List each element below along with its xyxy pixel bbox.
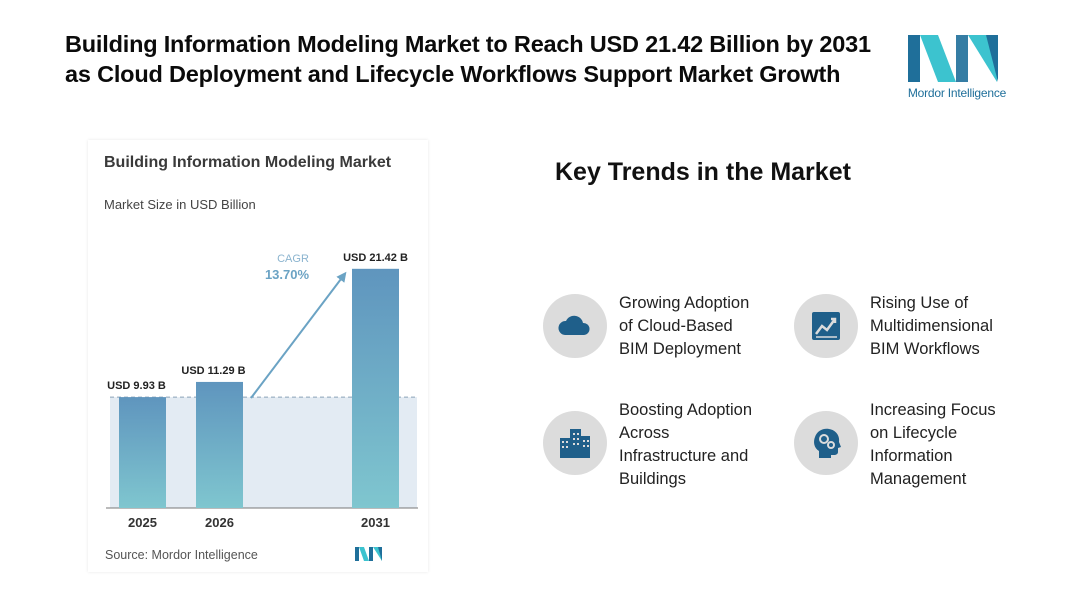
trend-text-3: Boosting Adoption Across Infrastructure … — [619, 399, 779, 491]
trend-line: Information — [870, 447, 953, 465]
logo-wordmark: Mordor Intelligence — [907, 86, 1007, 100]
tick-label-2025: 2025 — [128, 515, 157, 530]
chart-title: Building Information Modeling Market — [104, 154, 392, 171]
trend-line: Management — [870, 470, 967, 488]
bar-2025 — [119, 397, 166, 508]
trend-line: on Lifecycle — [870, 424, 958, 442]
cagr-label: CAGR — [277, 253, 309, 265]
trend-line: Infrastructure and — [619, 447, 749, 465]
key-trends-title: Key Trends in the Market — [555, 158, 851, 186]
trend-line: Rising Use of — [870, 294, 969, 312]
trend-line: Growing Adoption — [619, 294, 750, 312]
trend-text-1: Growing Adoption of Cloud-Based BIM Depl… — [619, 292, 779, 361]
line-chart-icon — [794, 294, 858, 358]
value-label-2026: USD 11.29 B — [181, 365, 245, 377]
mordor-logo-icon — [908, 35, 998, 82]
trend-line: Boosting Adoption — [619, 401, 753, 419]
cloud-icon — [543, 294, 607, 358]
trend-line: BIM Deployment — [619, 340, 741, 358]
trend-line: BIM Workflows — [870, 340, 980, 358]
value-label-2025: USD 9.93 B — [107, 380, 166, 392]
buildings-icon — [543, 411, 607, 475]
cagr-arrow — [250, 271, 347, 399]
tick-label-2026: 2026 — [205, 515, 234, 530]
chart-source: Source: Mordor Intelligence — [105, 548, 258, 562]
trend-line: Multidimensional — [870, 317, 993, 335]
chart-subtitle: Market Size in USD Billion — [104, 197, 256, 212]
bar-2026 — [196, 381, 243, 508]
bar-2031 — [352, 268, 399, 508]
trend-text-2: Rising Use of Multidimensional BIM Workf… — [870, 292, 1040, 361]
trend-text-4: Increasing Focus on Lifecycle Informatio… — [870, 399, 1030, 491]
trend-line: of Cloud-Based — [619, 317, 733, 335]
trend-line: Across — [619, 424, 670, 442]
small-logo-icon — [355, 547, 382, 561]
trend-line: Increasing Focus — [870, 401, 996, 419]
trend-line: Buildings — [619, 470, 686, 488]
value-label-2031: USD 21.42 B — [343, 252, 408, 264]
tick-label-2031: 2031 — [361, 515, 390, 530]
page-headline: Building Information Modeling Market to … — [65, 31, 871, 87]
cagr-value: 13.70% — [265, 267, 310, 282]
head-gears-icon — [794, 411, 858, 475]
